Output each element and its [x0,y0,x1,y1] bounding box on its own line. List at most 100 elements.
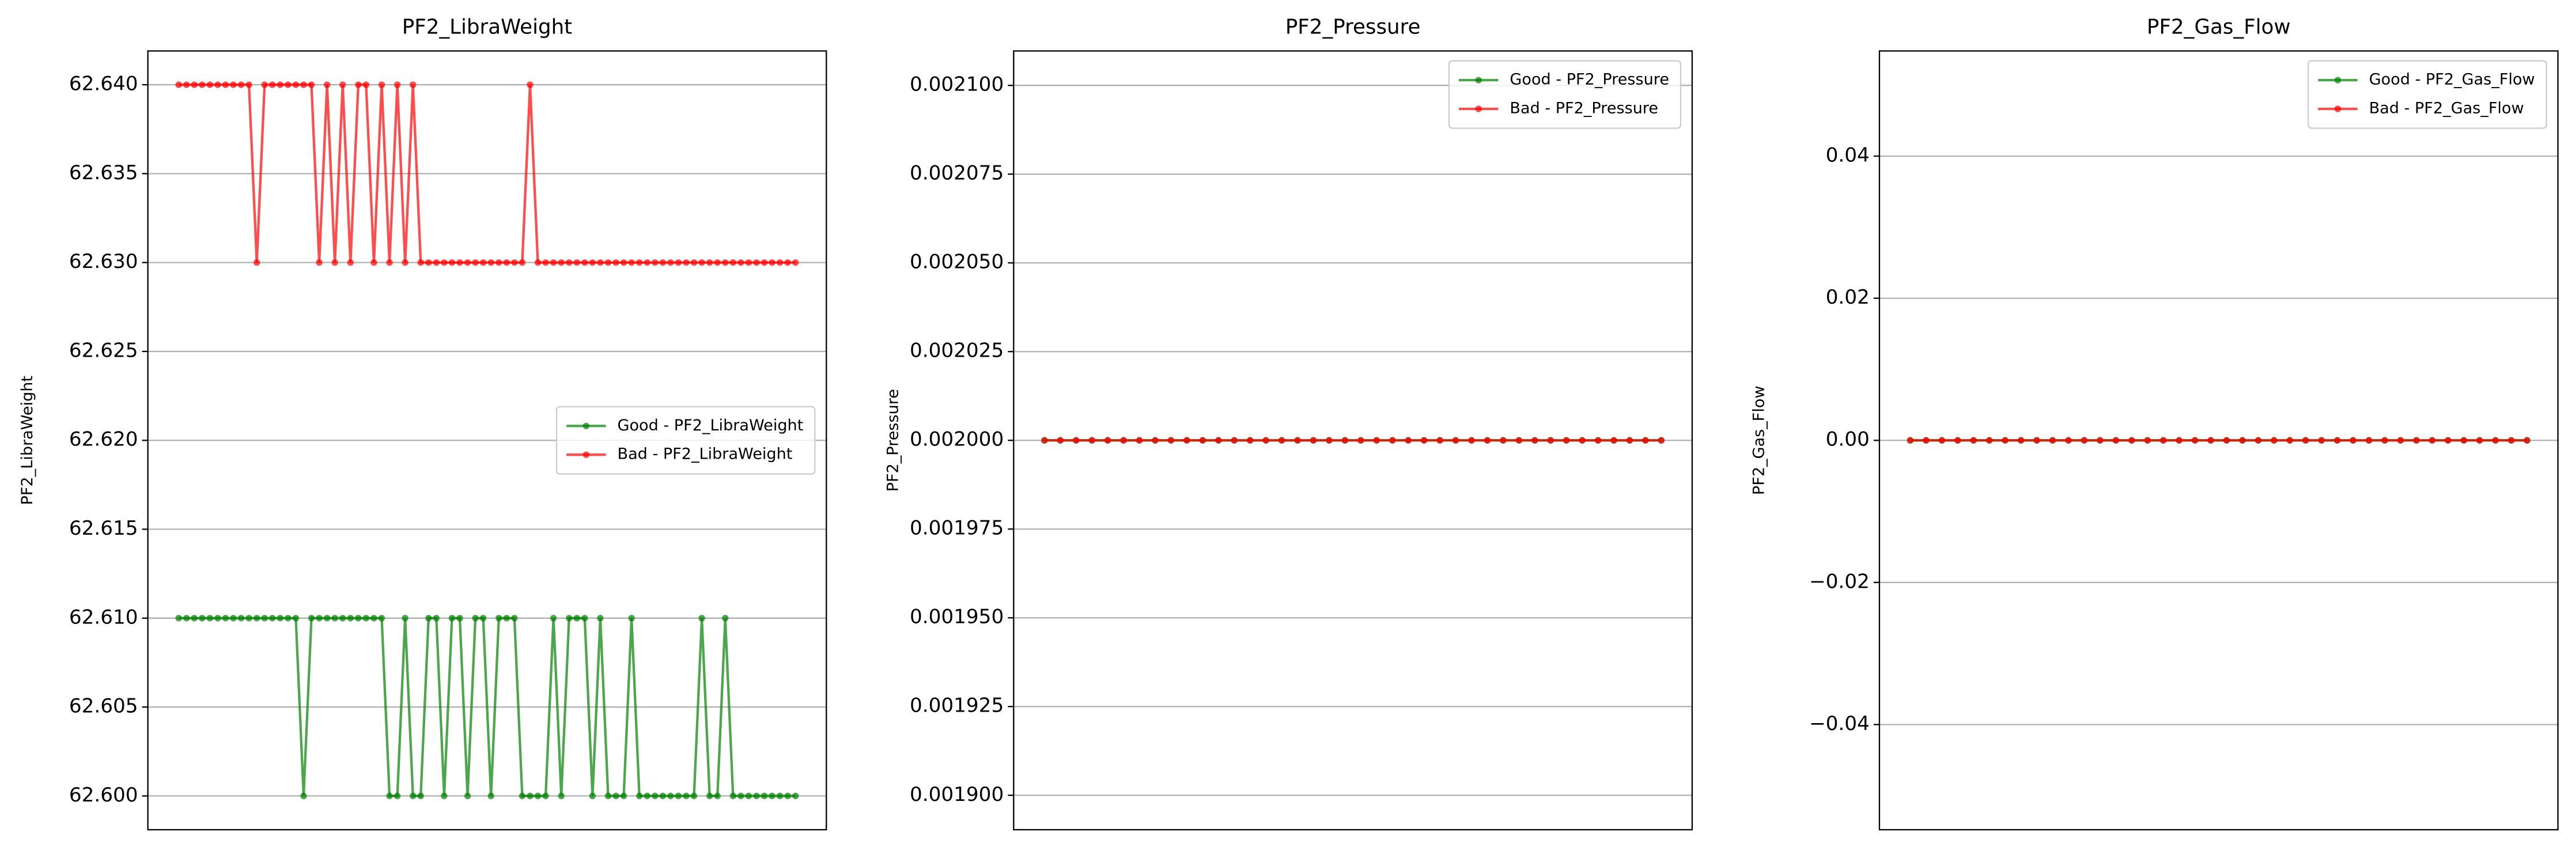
data-point [230,615,237,622]
data-point [729,259,737,266]
data-point [1954,437,1961,444]
data-point [331,259,338,266]
data-point [464,792,471,800]
subplot: PF2_LibraWeight PF2_LibraWeight 62.600 62.6… [18,16,827,831]
data-point [659,259,667,266]
y-tick-label: 62.630 [69,250,138,273]
data-point [769,259,776,266]
data-point [1515,437,1523,444]
data-point [456,259,463,266]
data-point [472,259,479,266]
legend-label: Bad - PF2_Gas_Flow [2369,99,2524,117]
data-point [495,259,502,266]
data-point [1452,437,1459,444]
data-point [339,615,346,622]
data-point [2176,437,2182,444]
data-point [331,615,338,622]
legend-label: Good - PF2_Pressure [1510,71,1669,89]
axes-frame [1878,50,2559,831]
y-tick-label: 0.02 [1826,286,1870,309]
data-point [1041,437,1048,444]
legend-label: Good - PF2_Gas_Flow [2369,71,2535,89]
data-point [417,792,424,800]
data-point [667,792,674,800]
data-point [527,81,534,88]
axes-frame [147,50,827,831]
legend-marker [1475,105,1482,112]
data-point [316,259,323,266]
data-point [495,615,502,622]
y-tick-label: 0.001900 [910,783,1004,806]
data-point [1389,437,1396,444]
data-point [323,615,331,622]
data-point [2445,437,2452,444]
data-point [1436,437,1443,444]
data-point [1468,437,1475,444]
data-point [2476,437,2483,444]
y-tick-label: 0.001950 [910,606,1004,629]
data-point [1136,437,1143,444]
data-point [191,81,198,88]
data-point [1986,437,1993,444]
axes-frame [1013,50,1693,831]
legend-label: Good - PF2_LibraWeight [618,417,804,434]
data-point [2492,437,2499,444]
data-point [1231,437,1238,444]
y-tick-label: −0.02 [1809,570,1870,593]
data-point [511,615,518,622]
data-point [2286,437,2294,444]
data-point [1246,437,1254,444]
data-point [652,792,659,800]
data-point [355,81,362,88]
chart-title: PF2_Gas_Flow [2147,16,2291,39]
data-point [222,81,229,88]
subplot: PF2_Pressure PF2_Pressure 0.001900 0.001925… [884,16,1693,831]
y-tick-label: 62.640 [69,73,138,96]
data-point [1563,437,1570,444]
legend-marker [1475,77,1482,84]
data-point [206,81,214,88]
legend-marker [2334,105,2342,112]
legend-box [1448,60,1682,129]
data-point [652,259,659,266]
data-point [378,81,385,88]
data-point [1120,437,1127,444]
data-point [519,792,526,800]
data-point [503,259,510,266]
data-point [433,615,440,622]
data-point [206,615,214,622]
legend-label: Bad - PF2_LibraWeight [618,445,793,463]
data-point [2255,437,2262,444]
data-point [245,615,252,622]
data-point [2429,437,2436,444]
data-point [1294,437,1301,444]
data-point [792,259,799,266]
data-point [597,615,604,622]
data-point [550,615,557,622]
y-tick-label: 0.00 [1826,428,1870,451]
data-point [1594,437,1602,444]
data-point [402,259,408,266]
data-point [1341,437,1349,444]
data-point [2128,437,2135,444]
data-point [729,792,737,800]
data-point [542,792,549,800]
data-point [2350,437,2356,444]
data-point [753,259,760,266]
data-point [2460,437,2468,444]
data-point [362,615,370,622]
data-point [1215,437,1222,444]
data-point [519,259,526,266]
data-point [1326,437,1333,444]
data-point [581,615,588,622]
data-point [675,792,682,800]
data-point [1484,437,1491,444]
data-point [409,81,417,88]
data-point [199,615,206,622]
data-point [1104,437,1111,444]
data-point [308,615,315,622]
data-point [636,792,643,800]
data-point [237,615,245,622]
y-tick-label: 62.610 [69,606,138,629]
data-point [386,792,393,800]
